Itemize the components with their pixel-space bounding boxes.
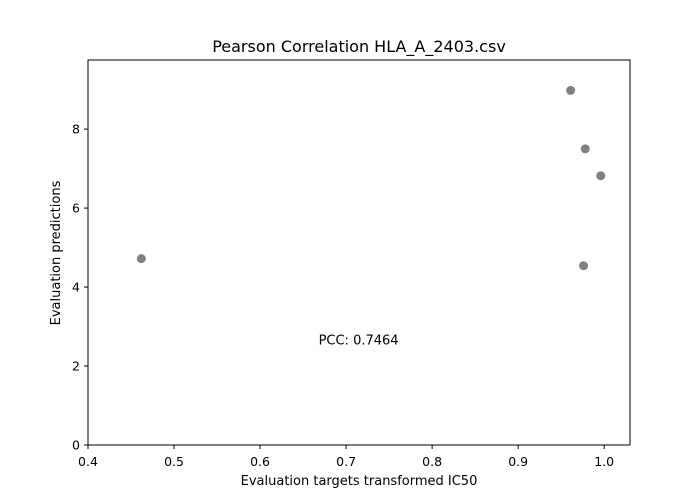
- x-tick-label: 0.5: [164, 454, 184, 469]
- y-tick-label: 8: [72, 122, 80, 137]
- y-tick-label: 2: [72, 359, 80, 374]
- chart-title: Pearson Correlation HLA_A_2403.csv: [212, 37, 506, 57]
- pcc-annotation: PCC: 0.7464: [319, 333, 399, 348]
- data-point: [596, 171, 606, 181]
- x-tick-label: 0.7: [336, 454, 356, 469]
- data-point: [580, 144, 590, 154]
- data-point: [136, 254, 146, 264]
- data-point: [566, 85, 576, 95]
- x-tick-label: 0.9: [508, 454, 528, 469]
- data-point: [579, 261, 589, 271]
- x-tick-label: 0.8: [422, 454, 442, 469]
- plot-area: 0.4 0.5 0.6 0.7 0.8 0.9 1.0 0 2 4 6 8 PCC: 0.7464: [72, 59, 631, 469]
- y-tick-label: 0: [72, 438, 80, 453]
- x-tick-label: 1.0: [594, 454, 614, 469]
- y-axis-label: Evaluation predictions: [49, 180, 64, 325]
- y-tick-label: 6: [72, 201, 80, 216]
- plot-frame: [87, 59, 631, 446]
- x-axis-label: Evaluation targets transformed IC50: [241, 474, 478, 489]
- y-tick-label: 4: [72, 280, 80, 295]
- x-tick-label: 0.6: [250, 454, 270, 469]
- x-tick-label: 0.4: [78, 454, 98, 469]
